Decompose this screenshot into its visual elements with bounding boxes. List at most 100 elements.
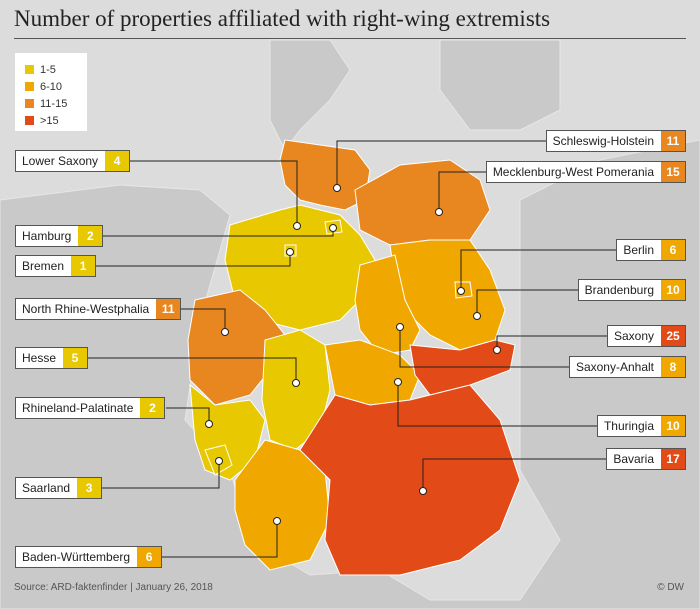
location-dot: [333, 184, 341, 192]
state-value: 2: [140, 398, 165, 418]
location-dot: [286, 248, 294, 256]
leader-line: [397, 382, 604, 427]
label-brandenburg: Brandenburg 10: [577, 279, 686, 301]
label-saxony-anhalt: Saxony-Anhalt 8: [568, 356, 686, 378]
state-name: North Rhine-Westphalia: [22, 302, 150, 316]
state-value: 15: [661, 162, 685, 182]
state-value: 25: [661, 326, 685, 346]
label-mecklenburg: Mecklenburg-West Pomerania 15: [485, 161, 686, 183]
location-dot: [435, 208, 443, 216]
leader-line: [160, 521, 278, 558]
legend-item: >15: [25, 112, 87, 129]
state-name: Bavaria: [613, 452, 654, 466]
location-dot: [273, 517, 281, 525]
source-note: Source: ARD-faktenfinder | January 26, 2…: [14, 582, 213, 593]
leader-line: [166, 407, 210, 424]
leader-line: [496, 335, 615, 350]
state-value: 1: [71, 256, 96, 276]
state-value: 4: [105, 151, 130, 171]
label-lower-saxony: Lower Saxony 4: [15, 150, 131, 172]
state-name: Baden-Württemberg: [22, 550, 131, 564]
legend-label: >15: [40, 114, 59, 127]
legend-label: 6-10: [40, 80, 63, 93]
location-dot: [396, 323, 404, 331]
location-dot: [473, 312, 481, 320]
state-name: Hamburg: [22, 229, 72, 243]
legend-swatch: [25, 99, 34, 108]
leader-line: [438, 171, 489, 212]
leader-line: [476, 289, 580, 316]
location-dot: [493, 346, 501, 354]
leader-line: [336, 140, 553, 188]
legend-swatch: [25, 82, 34, 91]
label-nrw: North Rhine-Westphalia 11: [15, 298, 182, 320]
label-saxony: Saxony 25: [606, 325, 686, 347]
state-value: 17: [661, 449, 685, 469]
state-value: 11: [156, 299, 181, 319]
legend: 1-5 6-10 11-15 >15: [15, 53, 87, 131]
credit: © DW: [657, 582, 684, 593]
state-name: Hesse: [22, 351, 57, 365]
state-name: Thuringia: [603, 419, 654, 433]
label-berlin: Berlin 6: [616, 239, 686, 261]
state-name: Schleswig-Holstein: [552, 134, 654, 148]
state-name: Saarland: [22, 481, 71, 495]
leader-line: [88, 252, 291, 267]
state-bavaria: [299, 384, 521, 576]
location-dot: [329, 224, 337, 232]
leader-line: [55, 357, 297, 383]
map-title: Number of properties affiliated with rig…: [14, 6, 551, 31]
label-rhineland-palatinate: Rhineland-Palatinate 2: [15, 397, 166, 419]
label-thuringia: Thuringia 10: [596, 415, 686, 437]
state-value: 6: [137, 547, 162, 567]
leader-line: [422, 458, 615, 491]
location-dot: [221, 328, 229, 336]
location-dot: [457, 287, 465, 295]
state-name: Saxony-Anhalt: [575, 360, 654, 374]
leader-line: [460, 249, 618, 291]
state-name: Saxony: [613, 329, 654, 343]
state-name: Mecklenburg-West Pomerania: [492, 165, 654, 179]
location-dot: [205, 420, 213, 428]
legend-item: 11-15: [25, 95, 87, 112]
state-value: 3: [77, 478, 102, 498]
state-schleswig-holstein: [279, 139, 371, 211]
state-name: Berlin: [623, 243, 654, 257]
legend-item: 1-5: [25, 61, 87, 78]
leader-line: [124, 160, 298, 226]
sweden-land: [439, 39, 561, 131]
label-schleswig-holstein: Schleswig-Holstein 11: [545, 130, 686, 152]
state-value: 10: [661, 280, 685, 300]
state-value: 6: [661, 240, 685, 260]
denmark-land: [269, 39, 351, 151]
leader-line: [399, 327, 575, 368]
state-baden-wuerttemberg: [234, 439, 331, 571]
state-value: 11: [661, 131, 685, 151]
location-dot: [394, 378, 402, 386]
leader-lines: [55, 140, 618, 558]
legend-label: 11-15: [40, 97, 68, 110]
label-hesse: Hesse 5: [15, 347, 89, 369]
location-dot: [419, 487, 427, 495]
state-name: Brandenburg: [584, 283, 654, 297]
legend-label: 1-5: [40, 63, 56, 76]
legend-item: 6-10: [25, 78, 87, 95]
label-hamburg: Hamburg 2: [15, 225, 104, 247]
state-name: Bremen: [22, 259, 65, 273]
location-dot: [293, 222, 301, 230]
state-mecklenburg: [354, 159, 491, 246]
state-name: Rhineland-Palatinate: [22, 401, 134, 415]
label-bremen: Bremen 1: [15, 255, 97, 277]
leader-line: [181, 308, 226, 332]
state-value: 2: [78, 226, 103, 246]
label-bavaria: Bavaria 17: [606, 448, 686, 470]
state-nrw: [187, 289, 286, 406]
location-dot: [292, 379, 300, 387]
label-saarland: Saarland 3: [15, 477, 103, 499]
state-name: Lower Saxony: [22, 154, 99, 168]
label-baden-wuerttemberg: Baden-Württemberg 6: [15, 546, 163, 568]
state-saxony-anhalt: [354, 254, 421, 356]
legend-swatch: [25, 65, 34, 74]
